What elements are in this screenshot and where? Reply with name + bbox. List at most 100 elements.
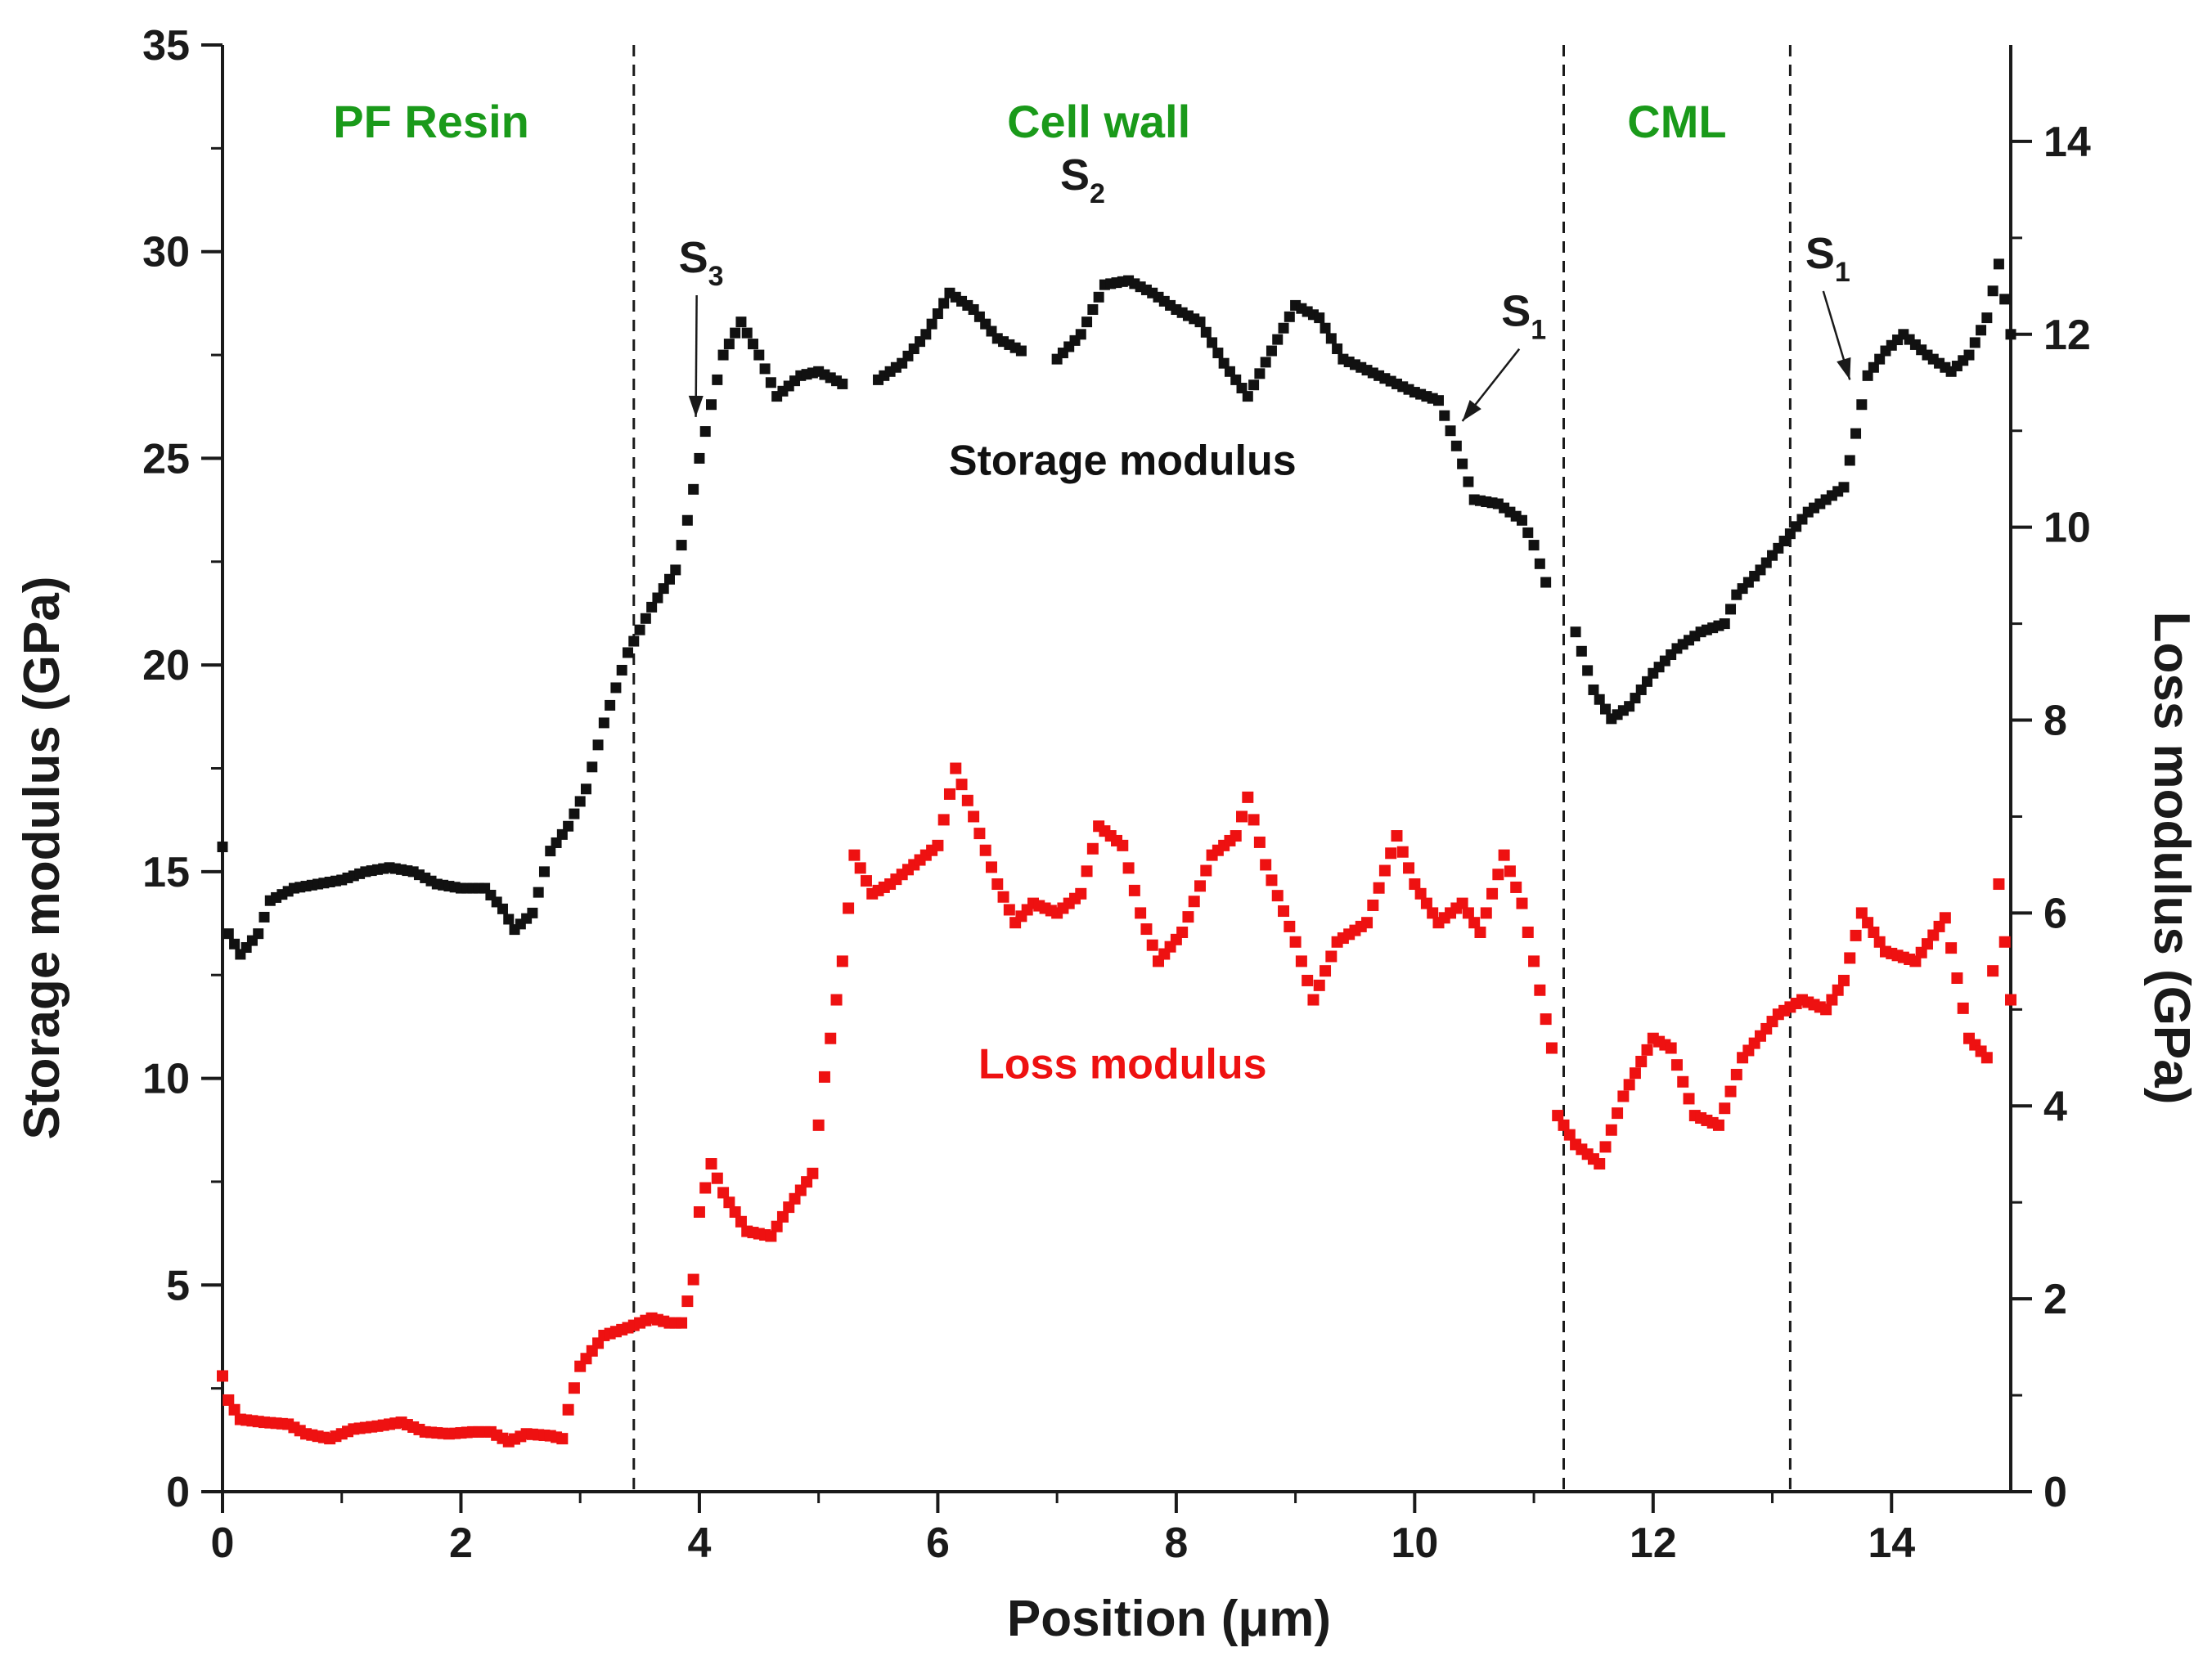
- loss-point: [943, 788, 955, 800]
- loss-point: [1617, 1090, 1630, 1102]
- storage-point: [616, 664, 627, 676]
- loss-point: [1266, 874, 1278, 887]
- region-label: PF Resin: [333, 96, 529, 147]
- loss-point: [1927, 929, 1940, 941]
- y-left-tick-label: 20: [142, 642, 190, 689]
- loss-point: [1998, 936, 2011, 948]
- loss-point: [1086, 842, 1099, 855]
- loss-point: [1373, 882, 1385, 894]
- storage-point: [1236, 383, 1248, 394]
- loss-point: [848, 849, 861, 861]
- storage-point: [503, 914, 515, 925]
- storage-point: [1254, 368, 1266, 379]
- loss-point: [1832, 984, 1844, 996]
- storage-point: [1075, 329, 1086, 340]
- storage-point: [1432, 395, 1444, 406]
- loss-point: [1534, 984, 1546, 996]
- storage-point: [694, 452, 705, 464]
- loss-point: [1230, 830, 1242, 842]
- loss-point: [1003, 904, 1015, 916]
- loss-point: [1522, 926, 1534, 938]
- loss-point: [1391, 830, 1403, 842]
- y-right-tick-label: 10: [2043, 505, 2091, 552]
- storage-point: [681, 514, 693, 526]
- storage-point: [652, 592, 663, 604]
- loss-point: [735, 1215, 747, 1228]
- loss-point: [1909, 955, 1922, 967]
- loss-point: [1987, 965, 1999, 977]
- loss-point: [968, 810, 980, 823]
- storage-point: [1087, 303, 1099, 315]
- loss-point: [1474, 926, 1486, 938]
- storage-point: [1582, 665, 1594, 676]
- loss-point: [681, 1295, 694, 1308]
- loss-point: [1271, 890, 1284, 902]
- region-label: Cell wall: [1007, 96, 1190, 147]
- y-right-tick-label: 6: [2043, 890, 2067, 937]
- storage-point: [587, 761, 598, 773]
- y-right-tick-label: 0: [2043, 1469, 2067, 1516]
- storage-point: [837, 378, 848, 389]
- storage-point: [1838, 482, 1850, 493]
- loss-point: [1921, 938, 1933, 950]
- loss-point: [979, 844, 991, 856]
- storage-point: [640, 613, 651, 624]
- region-label: CML: [1627, 96, 1726, 147]
- storage-point: [1528, 540, 1540, 551]
- storage-point: [1856, 399, 1868, 411]
- loss-point: [1236, 810, 1248, 823]
- y-left-tick-label: 0: [166, 1469, 190, 1516]
- loss-point: [1915, 946, 1927, 958]
- storage-point: [259, 911, 270, 923]
- loss-point: [1289, 936, 1302, 948]
- loss-point: [1188, 896, 1200, 908]
- loss-point: [1260, 859, 1272, 871]
- loss-point: [1826, 994, 1838, 1006]
- storage-point: [223, 928, 234, 940]
- storage-point: [1725, 604, 1737, 615]
- storage-point: [1260, 357, 1271, 368]
- storage-point: [688, 483, 699, 495]
- loss-point: [1563, 1129, 1576, 1141]
- loss-point: [1361, 917, 1374, 929]
- storage-point: [753, 349, 765, 361]
- storage-point: [1081, 316, 1093, 328]
- storage-point: [765, 377, 776, 388]
- loss-point: [1302, 974, 1314, 986]
- loss-point: [1492, 869, 1504, 881]
- y-right-tick-label: 4: [2043, 1083, 2067, 1130]
- x-tick-label: 4: [687, 1520, 711, 1567]
- x-tick-label: 14: [1868, 1520, 1915, 1567]
- storage-point: [920, 329, 932, 340]
- loss-point: [705, 1158, 717, 1170]
- loss-point: [1468, 917, 1481, 929]
- storage-point: [670, 564, 681, 576]
- loss-point: [1957, 1002, 1969, 1014]
- storage-point: [592, 739, 604, 751]
- loss-point: [860, 875, 872, 887]
- storage-point: [551, 837, 562, 848]
- loss-point: [843, 902, 855, 914]
- storage-point: [610, 682, 622, 694]
- loss-point: [1128, 884, 1140, 896]
- loss-point: [1122, 862, 1135, 874]
- loss-point: [711, 1172, 723, 1184]
- storage-point: [1522, 527, 1534, 538]
- storage-point: [1516, 514, 1527, 526]
- storage-point: [1212, 348, 1224, 359]
- storage-point: [1439, 410, 1450, 421]
- storage-point: [538, 866, 550, 878]
- loss-point: [771, 1220, 783, 1232]
- loss-point: [1594, 1158, 1606, 1170]
- loss-point: [1933, 920, 1945, 932]
- loss-point: [1498, 849, 1510, 861]
- loss-point: [807, 1167, 819, 1179]
- y-right-tick-label: 2: [2043, 1276, 2067, 1323]
- storage-series: [217, 258, 2016, 960]
- storage-point: [1576, 645, 1587, 657]
- loss-point: [1320, 965, 1332, 977]
- storage-point: [574, 796, 586, 807]
- storage-point: [569, 808, 580, 819]
- storage-point: [497, 903, 508, 914]
